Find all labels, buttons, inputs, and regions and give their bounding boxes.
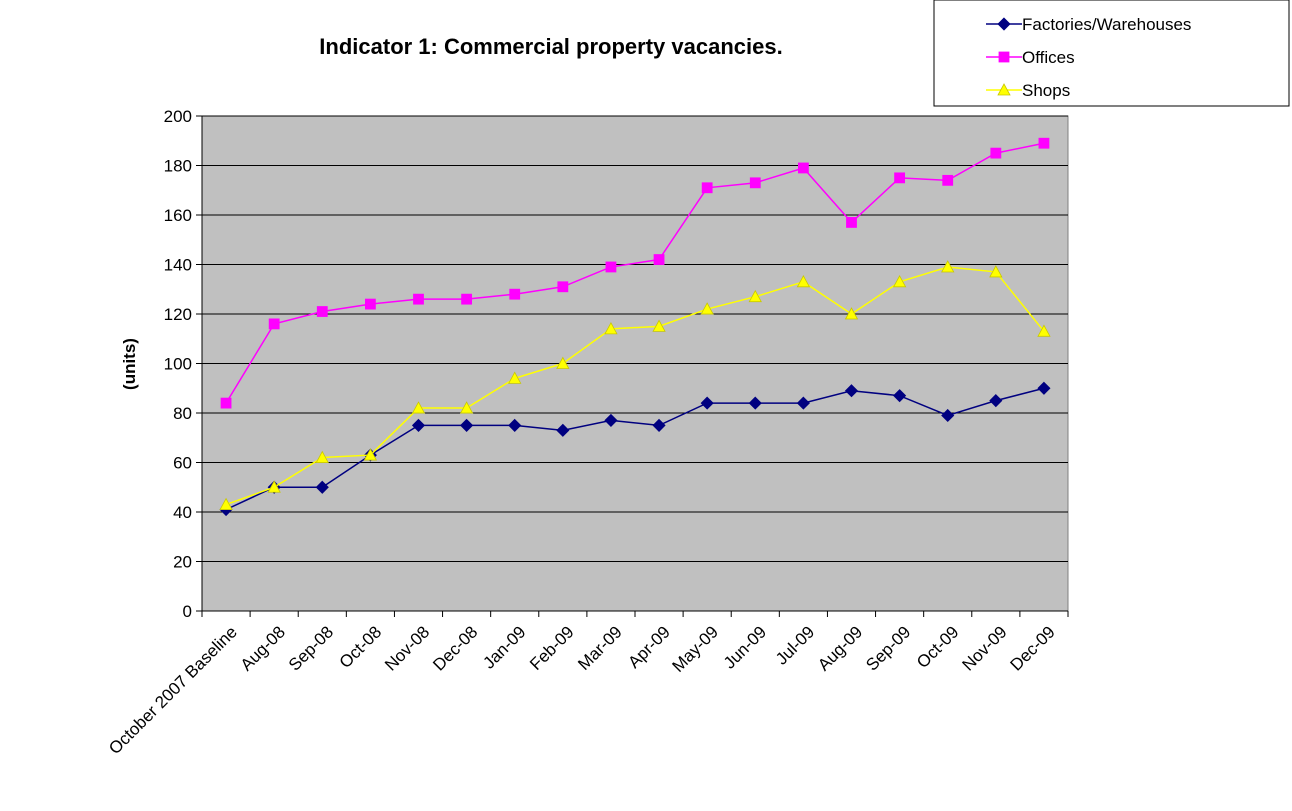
point (267, 480, 281, 493)
x-tick-label: Dec-08 (429, 622, 481, 674)
point (748, 396, 762, 410)
point (796, 396, 810, 410)
point (748, 289, 762, 303)
point (364, 298, 376, 310)
point (892, 274, 907, 288)
point (509, 288, 521, 300)
point (459, 401, 474, 414)
series-line (225, 142, 1045, 404)
y-tick-label: 20 (173, 553, 192, 572)
point (846, 217, 857, 228)
x-tick-label: Oct-08 (336, 622, 386, 672)
point (315, 450, 329, 463)
x-tick-label: Nov-08 (381, 622, 433, 674)
point (219, 497, 233, 510)
point (989, 265, 1003, 278)
legend-label: Shops (1022, 81, 1070, 100)
point (893, 389, 907, 403)
point (1037, 324, 1051, 337)
series-line (225, 266, 1045, 506)
point (700, 302, 714, 315)
point (990, 147, 1002, 159)
point (315, 480, 329, 494)
point (797, 162, 809, 174)
legend-marker (997, 83, 1011, 96)
point (1038, 137, 1050, 149)
point (556, 356, 570, 369)
x-tick-label: Apr-09 (624, 622, 674, 672)
point (460, 418, 474, 432)
point (556, 423, 570, 437)
y-tick-label: 100 (164, 355, 192, 374)
x-tick-label: Nov-09 (958, 622, 1010, 674)
series-line (225, 387, 1045, 511)
point (316, 306, 328, 317)
point (653, 254, 665, 265)
x-tick-label: Jan-09 (479, 622, 529, 672)
x-tick-label: Sep-09 (862, 622, 914, 674)
point (701, 182, 713, 194)
y-tick-label: 80 (173, 404, 192, 423)
x-tick-label: Dec-09 (1007, 622, 1059, 674)
x-tick-label: October 2007 Baseline (105, 622, 241, 758)
point (652, 319, 666, 332)
legend-marker (997, 17, 1011, 31)
y-tick-label: 180 (164, 157, 192, 176)
point (941, 408, 955, 423)
legend-label: Factories/Warehouses (1022, 15, 1191, 34)
point (749, 177, 761, 189)
point (411, 418, 426, 432)
point (700, 396, 714, 410)
legend-marker (998, 51, 1010, 63)
x-tick-label: Aug-08 (237, 622, 289, 674)
x-tick-label: May-09 (668, 622, 722, 676)
y-tick-label: 140 (164, 256, 192, 275)
point (268, 318, 280, 330)
point (1037, 381, 1051, 395)
point (220, 397, 232, 409)
point (363, 448, 378, 461)
y-tick-label: 60 (173, 454, 192, 473)
x-tick-label: Sep-08 (285, 622, 337, 674)
legend-label: Offices (1022, 48, 1075, 67)
point (605, 261, 617, 273)
x-tick-label: Mar-09 (574, 622, 626, 674)
x-tick-label: Jul-09 (772, 622, 818, 668)
y-tick-label: 160 (164, 206, 192, 225)
point (989, 394, 1003, 408)
y-tick-label: 200 (164, 107, 192, 126)
x-tick-label: Feb-09 (526, 622, 578, 674)
y-tick-label: 0 (183, 602, 192, 621)
point (941, 260, 955, 273)
point (652, 418, 666, 432)
y-tick-label: 120 (164, 305, 192, 324)
point (557, 281, 569, 293)
point (894, 172, 906, 184)
point (508, 371, 522, 384)
point (508, 418, 522, 432)
point (604, 413, 618, 427)
point (942, 174, 954, 186)
point (844, 384, 859, 398)
point (844, 307, 859, 320)
point (411, 401, 426, 414)
y-tick-label: 40 (173, 503, 192, 522)
point (604, 322, 618, 335)
point (461, 293, 473, 305)
legend-box (933, 0, 1290, 107)
point (413, 293, 424, 305)
x-tick-label: Oct-09 (913, 622, 963, 672)
y-axis-label: (units) (120, 338, 139, 390)
chart-title: Indicator 1: Commercial property vacanci… (319, 34, 782, 59)
x-tick-label: Aug-09 (814, 622, 866, 674)
point (796, 274, 811, 288)
x-tick-label: Jun-09 (720, 622, 770, 672)
